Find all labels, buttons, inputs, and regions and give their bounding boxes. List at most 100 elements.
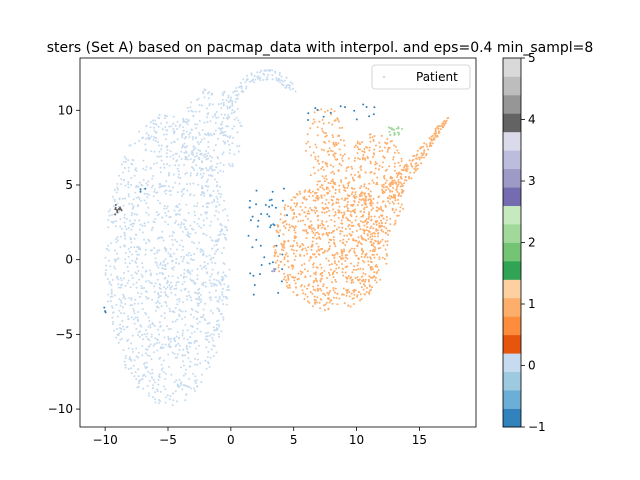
data-point bbox=[291, 245, 294, 248]
data-point bbox=[183, 226, 186, 228]
data-point bbox=[227, 94, 230, 97]
data-point bbox=[171, 186, 174, 189]
data-point bbox=[114, 206, 117, 209]
data-point bbox=[371, 179, 374, 182]
data-point bbox=[295, 215, 298, 218]
data-point bbox=[369, 240, 372, 243]
data-point bbox=[197, 297, 200, 300]
data-point bbox=[168, 235, 171, 238]
data-point bbox=[394, 181, 397, 184]
data-point bbox=[349, 210, 352, 213]
data-point bbox=[340, 211, 343, 214]
data-point bbox=[124, 258, 127, 261]
data-point bbox=[347, 288, 350, 291]
data-point bbox=[383, 177, 386, 180]
data-point bbox=[202, 167, 205, 170]
data-point bbox=[389, 182, 391, 185]
data-point bbox=[137, 302, 140, 305]
data-point bbox=[349, 249, 352, 252]
data-point bbox=[180, 274, 183, 277]
data-point bbox=[198, 298, 201, 301]
data-point bbox=[308, 259, 311, 262]
data-point bbox=[184, 399, 187, 402]
data-point bbox=[376, 265, 379, 268]
data-point bbox=[399, 181, 402, 184]
data-point bbox=[222, 318, 225, 321]
data-point bbox=[186, 106, 189, 109]
data-point bbox=[169, 194, 172, 196]
data-point bbox=[372, 139, 375, 142]
data-point bbox=[221, 287, 224, 290]
data-point bbox=[208, 334, 211, 337]
data-point bbox=[196, 298, 199, 301]
data-point bbox=[317, 159, 320, 162]
data-point bbox=[366, 157, 369, 160]
data-point bbox=[296, 244, 299, 247]
data-point bbox=[361, 150, 364, 153]
data-point bbox=[180, 384, 183, 387]
data-point bbox=[158, 236, 161, 239]
data-point bbox=[396, 176, 399, 178]
data-point bbox=[123, 178, 125, 181]
data-point bbox=[432, 137, 435, 140]
data-point bbox=[188, 345, 191, 348]
data-point bbox=[187, 119, 190, 122]
data-point bbox=[330, 231, 333, 234]
data-point bbox=[350, 247, 353, 250]
data-point bbox=[229, 135, 232, 138]
data-point bbox=[321, 251, 324, 254]
data-point bbox=[185, 130, 188, 133]
data-point bbox=[185, 171, 188, 174]
data-point bbox=[347, 207, 349, 210]
data-point bbox=[193, 242, 196, 245]
data-point bbox=[289, 273, 292, 276]
data-point bbox=[197, 97, 200, 100]
data-point bbox=[343, 189, 346, 192]
data-point bbox=[199, 153, 202, 155]
data-point bbox=[165, 129, 168, 132]
colorbar-tick-label: 1 bbox=[528, 297, 536, 311]
data-point bbox=[156, 214, 159, 217]
data-point bbox=[350, 281, 353, 284]
data-point bbox=[311, 240, 314, 243]
data-point bbox=[182, 384, 185, 387]
data-point bbox=[153, 221, 156, 224]
data-point bbox=[405, 179, 408, 182]
data-point bbox=[400, 160, 403, 163]
data-point bbox=[135, 169, 138, 172]
data-point bbox=[219, 233, 221, 236]
data-point bbox=[322, 224, 325, 227]
data-point bbox=[183, 187, 186, 190]
data-point bbox=[342, 216, 344, 219]
data-point bbox=[411, 165, 414, 168]
data-point bbox=[196, 363, 199, 366]
data-point bbox=[443, 124, 446, 127]
data-point bbox=[210, 285, 213, 287]
data-point bbox=[120, 279, 123, 282]
data-point bbox=[215, 210, 218, 212]
data-point bbox=[150, 376, 153, 379]
data-point bbox=[341, 263, 343, 265]
data-point bbox=[157, 402, 160, 405]
data-point bbox=[123, 277, 126, 280]
data-point bbox=[173, 336, 176, 339]
data-point bbox=[155, 162, 158, 164]
data-point bbox=[127, 193, 130, 196]
data-point bbox=[135, 355, 138, 358]
data-point bbox=[185, 151, 188, 154]
data-point bbox=[164, 184, 166, 187]
data-point bbox=[281, 253, 284, 256]
data-point bbox=[210, 273, 213, 276]
data-point bbox=[123, 245, 126, 248]
data-point bbox=[225, 226, 228, 229]
data-point bbox=[160, 305, 163, 308]
data-point bbox=[170, 125, 173, 128]
data-point bbox=[333, 181, 336, 184]
data-point bbox=[292, 208, 295, 211]
data-point bbox=[309, 127, 312, 130]
data-point bbox=[184, 310, 187, 313]
data-point bbox=[407, 177, 410, 180]
data-point bbox=[175, 220, 177, 222]
data-point bbox=[118, 207, 121, 210]
data-point bbox=[131, 259, 133, 262]
